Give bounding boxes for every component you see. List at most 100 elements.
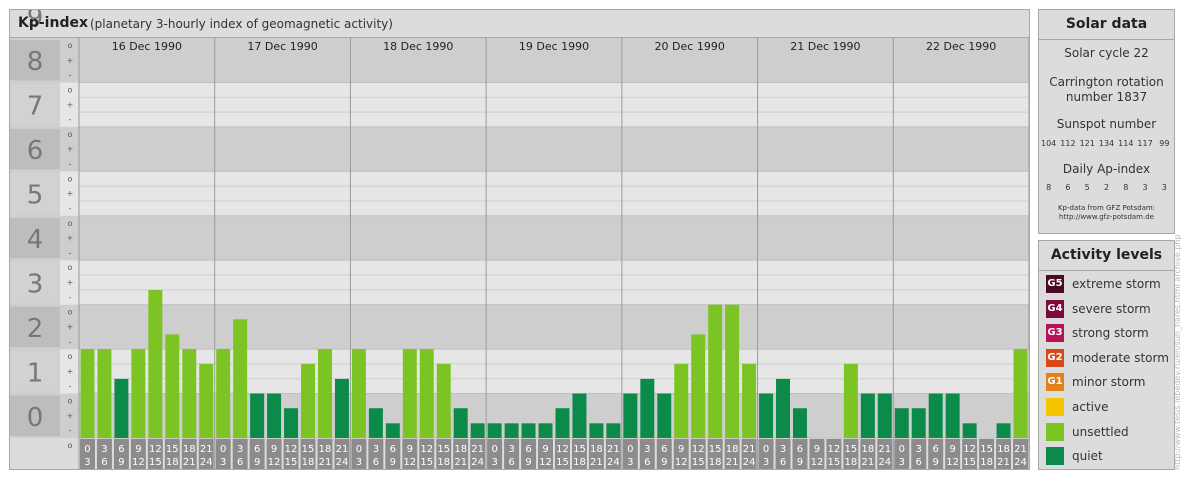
kp-bar [165,334,180,438]
kp-bar [97,349,112,438]
kp-bar [623,393,638,438]
interval-end-label: 24 [1014,457,1027,468]
interval-end-label: 15 [692,457,705,468]
interval-end-label: 3 [220,457,226,468]
ap-value: 5 [1084,183,1090,192]
y-minor-tick-label: - [69,293,72,302]
y-minor-tick-label: + [67,100,74,109]
interval-end-label: 24 [471,457,484,468]
kp-band-3 [10,260,1029,305]
interval-end-label: 9 [525,457,531,468]
interval-start-label: 0 [491,444,497,455]
interval-end-label: 21 [726,457,739,468]
interval-label-box [504,439,520,469]
activity-level-swatch: G5 [1046,275,1064,293]
interval-label-box [419,439,435,469]
sunspot-value: 121 [1079,139,1095,148]
sunspot-value: 117 [1137,139,1153,148]
y-minor-tick-label: - [69,204,72,213]
kp-bar [657,393,672,438]
y-minor-tick-label: - [69,115,72,124]
y-axis-cell-2 [10,306,60,348]
interval-label-box [758,439,774,469]
activity-level-quiet: quiet [1046,447,1174,467]
interval-end-label: 15 [420,457,433,468]
interval-start-label: 0 [899,444,905,455]
kp-bar [385,423,400,438]
day-label: 21 Dec 1990 [790,40,860,53]
interval-end-label: 12 [403,457,416,468]
interval-label-box [215,439,231,469]
interval-start-label: 9 [542,444,548,455]
interval-end-label: 18 [980,457,993,468]
interval-end-label: 6 [780,457,786,468]
interval-label-box [436,439,452,469]
solar-data-title: Solar data [1039,10,1174,40]
interval-label-box [334,439,350,469]
activity-level-label: strong storm [1072,326,1149,341]
ap-title: Daily Ap-index [1062,162,1151,176]
y-axis-cell-7 [10,84,60,125]
interval-label-box [385,439,401,469]
interval-start-label: 18 [861,444,874,455]
interval-end-label: 21 [997,457,1010,468]
interval-start-label: 15 [709,444,722,455]
chart-title: Kp-index [18,15,88,31]
activity-level-label: severe storm [1072,301,1151,316]
interval-label-box [351,439,367,469]
interval-label-box [96,439,112,469]
kp-bar [318,349,332,438]
activity-level-active: active [1046,398,1174,418]
ap-value: 3 [1161,183,1167,192]
interval-end-label: 21 [183,457,196,468]
sunspot-value: 99 [1159,139,1170,148]
interval-start-label: 12 [285,444,298,455]
interval-label-box [1013,439,1028,469]
interval-end-label: 15 [149,457,162,468]
y-minor-tick-label: o [68,397,73,406]
interval-end-label: 21 [319,457,332,468]
interval-start-label: 21 [1014,444,1027,455]
kp-bar [691,334,706,438]
interval-end-label: 12 [811,457,824,468]
interval-start-label: 12 [828,444,841,455]
interval-end-label: 12 [539,457,552,468]
kp-bar [419,349,434,438]
interval-label-box [656,439,672,469]
day-label: 18 Dec 1990 [383,40,453,53]
interval-label-box [453,439,469,469]
interval-label-box [80,439,95,469]
interval-start-label: 18 [454,444,467,455]
kp-bar [793,408,807,438]
sunspot-value: 104 [1041,139,1057,148]
y-minor-tick-label: + [67,367,74,376]
interval-start-label: 9 [135,444,141,455]
interval-label-box [368,439,384,469]
solar-data-panel: Solar data Solar cycle 22 Carrington rot… [1038,9,1175,234]
y-minor-tick-label: o [68,130,73,139]
interval-end-label: 24 [336,457,349,468]
activity-level-extreme-storm: G5 extreme storm [1046,275,1174,295]
kp-bar [351,349,366,438]
interval-end-label: 12 [946,457,959,468]
y-minor-tick-label: - [69,248,72,257]
interval-end-label: 24 [607,457,620,468]
solar-cycle: Solar cycle 22 [1064,46,1149,60]
interval-start-label: 15 [980,444,993,455]
y-axis-cell-3 [10,262,60,303]
interval-start-label: 0 [356,444,362,455]
interval-label-box [266,439,282,469]
interval-start-label: 3 [508,444,514,455]
interval-end-label: 9 [254,457,260,468]
kp-bar [131,349,146,438]
source-link[interactable]: http://www.gfz-potsdam.de [1059,213,1154,221]
interval-start-label: 9 [949,444,955,455]
interval-start-label: 21 [743,444,756,455]
kp-bar [1013,349,1028,438]
sunspot-value: 134 [1098,139,1115,148]
activity-level-moderate-storm: G2 moderate storm [1046,348,1174,369]
interval-start-label: 6 [797,444,803,455]
kp-bar [250,393,265,438]
interval-start-label: 21 [607,444,620,455]
interval-label-box [130,439,146,469]
